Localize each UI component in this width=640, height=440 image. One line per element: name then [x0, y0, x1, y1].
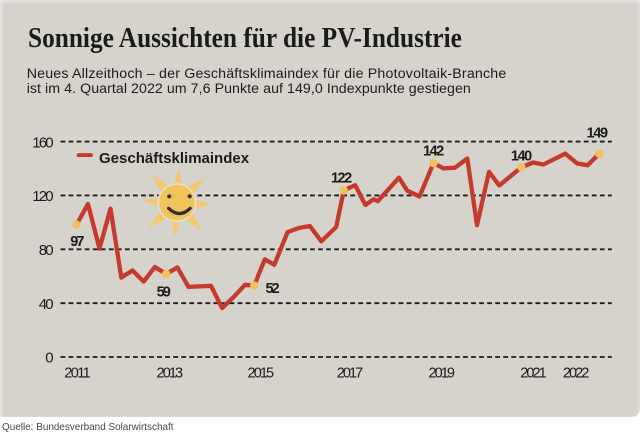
- svg-text:122: 122: [331, 170, 352, 186]
- svg-text:0: 0: [45, 350, 53, 367]
- svg-text:2022: 2022: [563, 366, 590, 382]
- svg-text:2019: 2019: [428, 366, 455, 382]
- svg-text:2015: 2015: [248, 366, 275, 382]
- svg-text:140: 140: [511, 149, 532, 165]
- svg-text:160: 160: [32, 134, 53, 151]
- svg-text:52: 52: [266, 281, 280, 297]
- svg-text:2013: 2013: [157, 366, 184, 382]
- svg-text:120: 120: [32, 188, 53, 205]
- svg-text:40: 40: [39, 296, 54, 313]
- svg-text:149: 149: [587, 125, 609, 141]
- svg-text:97: 97: [70, 234, 84, 250]
- svg-text:2011: 2011: [64, 366, 91, 382]
- svg-text:142: 142: [423, 144, 444, 160]
- svg-text:2017: 2017: [337, 366, 364, 382]
- svg-text:Geschäftsklimaindex: Geschäftsklimaindex: [99, 150, 250, 167]
- svg-text:59: 59: [157, 284, 171, 300]
- svg-text:80: 80: [39, 242, 54, 259]
- svg-text:2021: 2021: [520, 366, 547, 382]
